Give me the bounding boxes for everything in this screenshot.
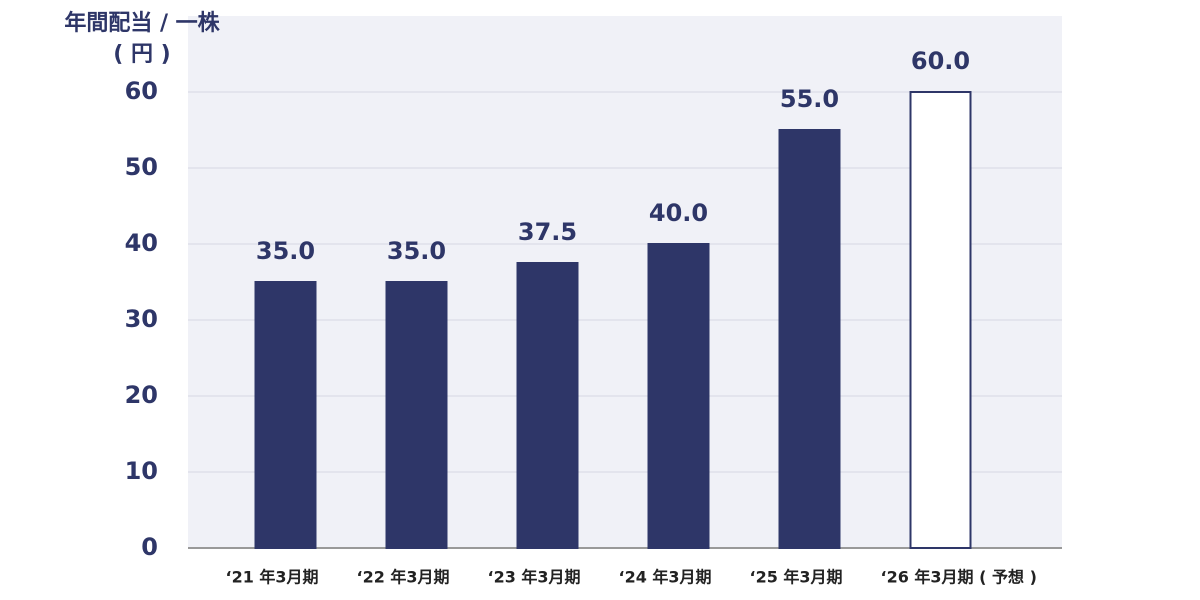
bar bbox=[385, 281, 448, 549]
x-tick-label: ‘25 年3月期 bbox=[750, 568, 843, 587]
value-label: 35.0 bbox=[256, 237, 315, 265]
x-tick-label: ‘24 年3月期 bbox=[619, 568, 712, 587]
y-tick-label: 50 bbox=[125, 153, 158, 181]
x-tick-label: ‘26 年3月期 ( 予想 ) bbox=[881, 568, 1037, 587]
bar bbox=[254, 281, 317, 549]
y-tick-label: 0 bbox=[141, 533, 158, 561]
y-axis-label: 年間配当 / 一株 bbox=[64, 10, 220, 36]
value-label: 35.0 bbox=[387, 237, 446, 265]
value-label: 40.0 bbox=[649, 199, 708, 227]
value-label: 60.0 bbox=[911, 47, 970, 75]
x-tick-label: ‘21 年3月期 bbox=[226, 568, 319, 587]
x-tick-label: ‘23 年3月期 bbox=[488, 568, 581, 587]
y-tick-label: 30 bbox=[125, 305, 158, 333]
x-tick-label: ‘22 年3月期 bbox=[357, 568, 450, 587]
y-tick-label: 40 bbox=[125, 229, 158, 257]
y-tick-label: 10 bbox=[125, 457, 158, 485]
bar bbox=[909, 91, 972, 549]
value-label: 55.0 bbox=[780, 85, 839, 113]
bar bbox=[778, 129, 841, 549]
y-axis-unit: ( 円 ) bbox=[113, 42, 170, 67]
y-tick-label: 60 bbox=[125, 77, 158, 105]
bar bbox=[516, 262, 579, 549]
value-label: 37.5 bbox=[518, 218, 577, 246]
bar bbox=[647, 243, 710, 549]
y-tick-label: 20 bbox=[125, 381, 158, 409]
